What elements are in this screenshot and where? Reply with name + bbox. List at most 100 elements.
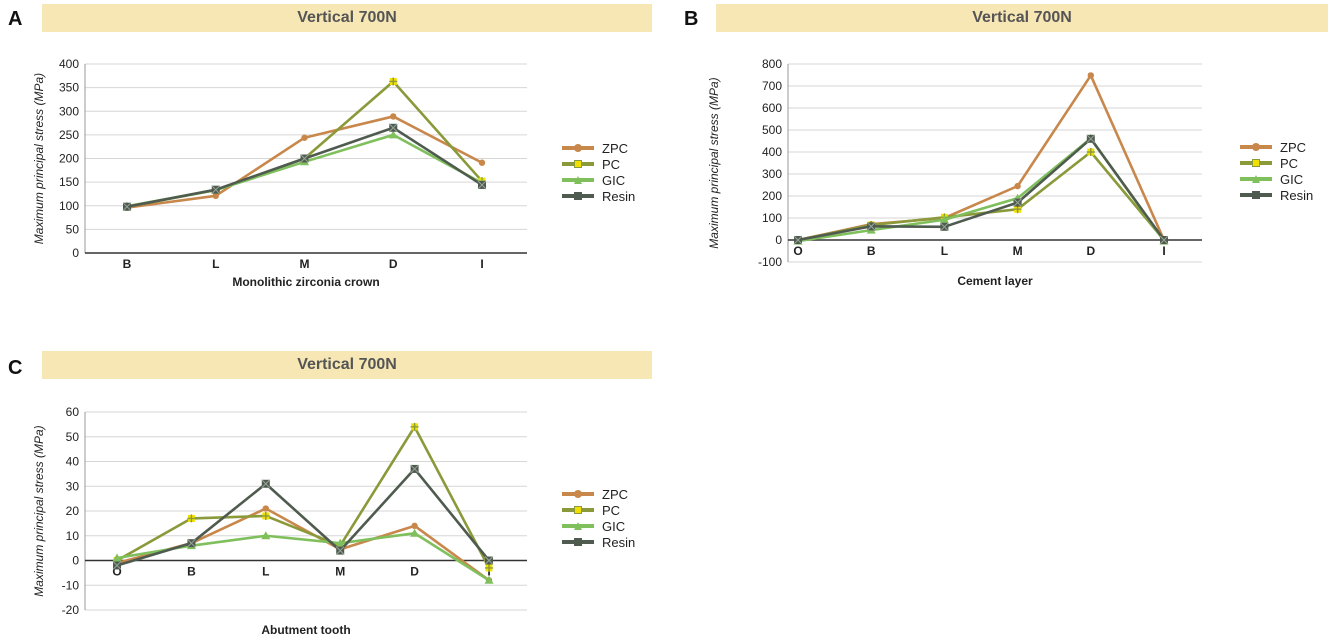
y-tick-label: 100 xyxy=(59,199,79,213)
x-tick-label: O xyxy=(112,565,121,579)
data-point-resin xyxy=(940,222,949,232)
y-axis-title: Maximum principal stress (MPa) xyxy=(32,425,46,596)
x-axis-title: Cement layer xyxy=(957,274,1033,288)
data-point-zpc xyxy=(1087,72,1094,79)
chart-legend: ZPC PC GIC Resin xyxy=(562,140,635,204)
x-axis-title: Monolithic zirconia crown xyxy=(232,275,379,289)
y-tick-label: 250 xyxy=(59,128,79,142)
y-tick-label: 20 xyxy=(66,504,80,518)
data-point-resin xyxy=(866,222,876,231)
chart-legend: ZPC PC GIC Resin xyxy=(1240,139,1313,203)
legend-label: ZPC xyxy=(602,486,628,502)
legend-label: GIC xyxy=(602,172,626,188)
x-tick-label: B xyxy=(187,565,196,579)
data-point-pc xyxy=(1086,148,1095,156)
data-point-zpc xyxy=(478,159,486,166)
data-point-resin xyxy=(1013,198,1022,207)
legend-item-resin: Resin xyxy=(562,534,635,550)
data-point-resin xyxy=(793,235,803,245)
x-tick-label: B xyxy=(867,244,876,258)
data-point-pc xyxy=(261,511,270,520)
y-tick-label: 10 xyxy=(66,529,80,543)
chart-panel-a: A Vertical 700N 0 50 100 150 200 250 300 350 400… xyxy=(0,0,664,300)
data-point-resin xyxy=(1086,134,1096,144)
y-tick-label: 60 xyxy=(66,405,80,419)
legend-label: Resin xyxy=(602,188,636,204)
y-tick-label: 400 xyxy=(762,145,782,159)
legend-label: PC xyxy=(1280,155,1299,171)
data-point-gic xyxy=(261,531,271,540)
y-tick-label: 300 xyxy=(59,104,79,118)
data-point-resin xyxy=(261,479,271,489)
x-tick-label: I xyxy=(480,257,483,271)
legend-swatch xyxy=(562,505,594,515)
legend-item-gic: GIC xyxy=(562,172,635,188)
data-point-pc xyxy=(389,77,398,86)
legend-label: ZPC xyxy=(1280,139,1306,155)
x-tick-label: I xyxy=(1162,244,1165,258)
legend-swatch xyxy=(562,489,594,499)
data-point-resin xyxy=(211,185,221,195)
series-line-pc xyxy=(116,425,491,569)
data-point-gic xyxy=(335,538,345,547)
legend-item-zpc: ZPC xyxy=(562,140,635,156)
data-point-gic xyxy=(939,215,949,224)
y-tick-label: 100 xyxy=(762,211,782,225)
y-axis-title: Maximum principal stress (MPa) xyxy=(707,77,721,248)
y-tick-label: 600 xyxy=(762,101,782,115)
legend-swatch xyxy=(562,537,594,547)
chart-title-banner: Vertical 700N xyxy=(716,4,1328,32)
line-chart: 0 50 100 150 200 250 300 350 400 B L M D I Monolithic … xyxy=(32,57,527,289)
x-tick-label: D xyxy=(1086,244,1095,258)
series-pc xyxy=(123,77,486,211)
panel-label: A xyxy=(8,8,23,30)
x-tick-label: M xyxy=(300,257,310,271)
y-tick-label: 350 xyxy=(59,81,79,95)
y-tick-label: 50 xyxy=(66,430,80,444)
legend-swatch xyxy=(1240,174,1272,184)
chart-title-banner: Vertical 700N xyxy=(42,4,652,32)
data-point-resin xyxy=(477,180,487,190)
legend-swatch xyxy=(1240,158,1272,168)
legend-swatch xyxy=(562,521,594,531)
x-tick-label: B xyxy=(123,257,132,271)
legend-swatch xyxy=(562,159,594,169)
data-point-resin xyxy=(484,556,494,565)
series-line-resin xyxy=(797,137,1166,242)
legend-label: PC xyxy=(602,502,621,518)
data-point-pc xyxy=(187,514,196,523)
y-tick-label: 400 xyxy=(59,57,79,71)
x-tick-label: M xyxy=(1013,244,1023,258)
legend-label: PC xyxy=(602,156,621,172)
legend-swatch xyxy=(562,191,594,201)
data-point-resin xyxy=(388,123,398,133)
data-point-zpc xyxy=(301,134,308,141)
panel-label: C xyxy=(8,357,23,379)
legend-item-resin: Resin xyxy=(1240,187,1313,203)
legend-item-pc: PC xyxy=(562,502,635,518)
legend-label: Resin xyxy=(602,534,636,550)
x-tick-label: L xyxy=(941,244,948,258)
legend-label: GIC xyxy=(1280,171,1304,187)
y-tick-label: 300 xyxy=(762,167,782,181)
x-tick-label: D xyxy=(410,565,419,579)
data-point-resin xyxy=(112,561,122,570)
x-tick-label: D xyxy=(389,257,398,271)
panel-label: B xyxy=(684,8,699,30)
legend-item-pc: PC xyxy=(1240,155,1313,171)
data-point-resin xyxy=(300,154,309,163)
data-point-pc xyxy=(410,422,419,431)
line-chart: -100 0 100 200 300 400 500 600 700 800 O B L M D I Cemen… xyxy=(707,57,1202,288)
data-point-resin xyxy=(122,202,132,212)
y-tick-label: 0 xyxy=(72,554,79,568)
y-axis-title: Maximum principal stress (MPa) xyxy=(32,73,46,244)
legend-item-pc: PC xyxy=(562,156,635,172)
x-tick-label: L xyxy=(262,565,269,579)
series-resin xyxy=(112,464,494,570)
legend-label: ZPC xyxy=(602,140,628,156)
data-point-resin xyxy=(1159,235,1169,245)
data-point-gic xyxy=(112,553,122,562)
legend-item-zpc: ZPC xyxy=(562,486,635,502)
data-point-zpc xyxy=(1014,182,1021,190)
series-resin xyxy=(122,123,487,212)
